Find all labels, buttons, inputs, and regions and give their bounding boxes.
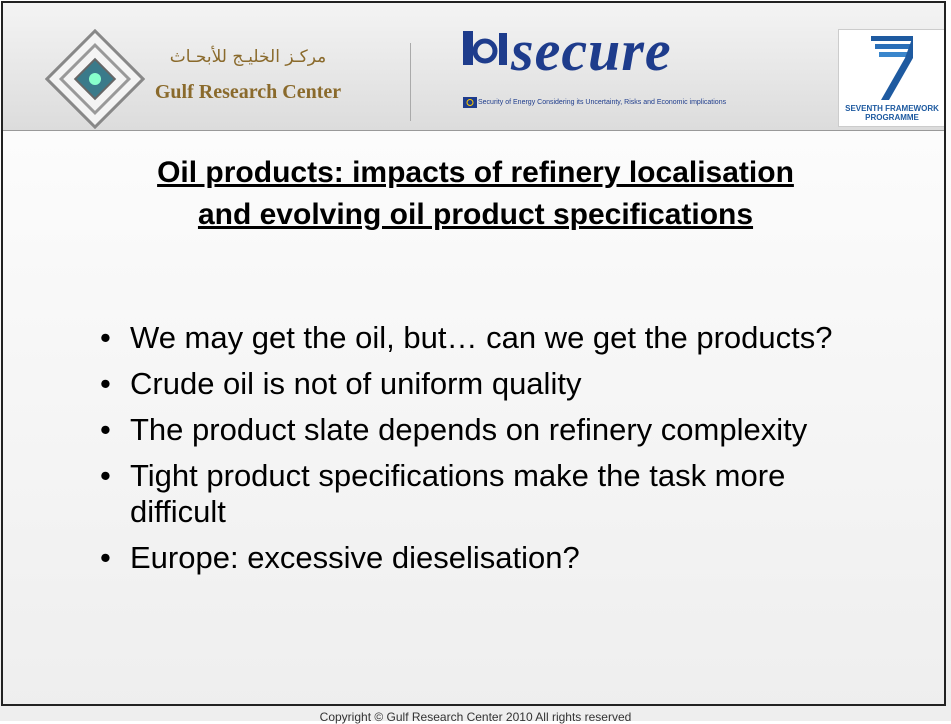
fp7-logo: SEVENTH FRAMEWORK PROGRAMME <box>838 29 946 127</box>
eu-flag <box>463 97 477 108</box>
programme: SEVENTH FRAMEWORK PROGRAMME <box>845 104 939 122</box>
bullet: Europe: excessive dieselisation? <box>100 540 860 576</box>
org-arabic: مركـز الخليـج للأبحـاث <box>169 47 327 67</box>
fp7-seven <box>871 36 913 100</box>
title-line: and evolving oil product specifications <box>197 198 754 231</box>
bullet-list: We may get the oil, but… can we get the … <box>100 320 860 586</box>
bullet: The product slate depends on refinery co… <box>100 412 860 448</box>
title: Oil products: impacts of refinery locali… <box>0 152 951 236</box>
project-logo: secure <box>511 18 672 83</box>
bullet: Crude oil is not of uniform quality <box>100 366 860 402</box>
footer: Copyright © Gulf Research Center 2010 Al… <box>319 710 632 724</box>
header: مركـز الخليـج للأبحـاث Gulf Research Cen… <box>3 3 946 131</box>
bullet: We may get the oil, but… can we get the … <box>100 320 860 356</box>
org-name: Gulf Research Center <box>154 81 342 103</box>
bullet: Tight product specifications make the ta… <box>100 458 860 530</box>
title-line: Oil products: impacts of refinery locali… <box>157 156 794 189</box>
slide-frame <box>1 1 946 706</box>
grc-logo <box>45 29 145 129</box>
project-tagline: Security of Energy Considering its Uncer… <box>478 99 727 106</box>
secure-icons <box>463 31 507 65</box>
separator <box>410 43 411 121</box>
